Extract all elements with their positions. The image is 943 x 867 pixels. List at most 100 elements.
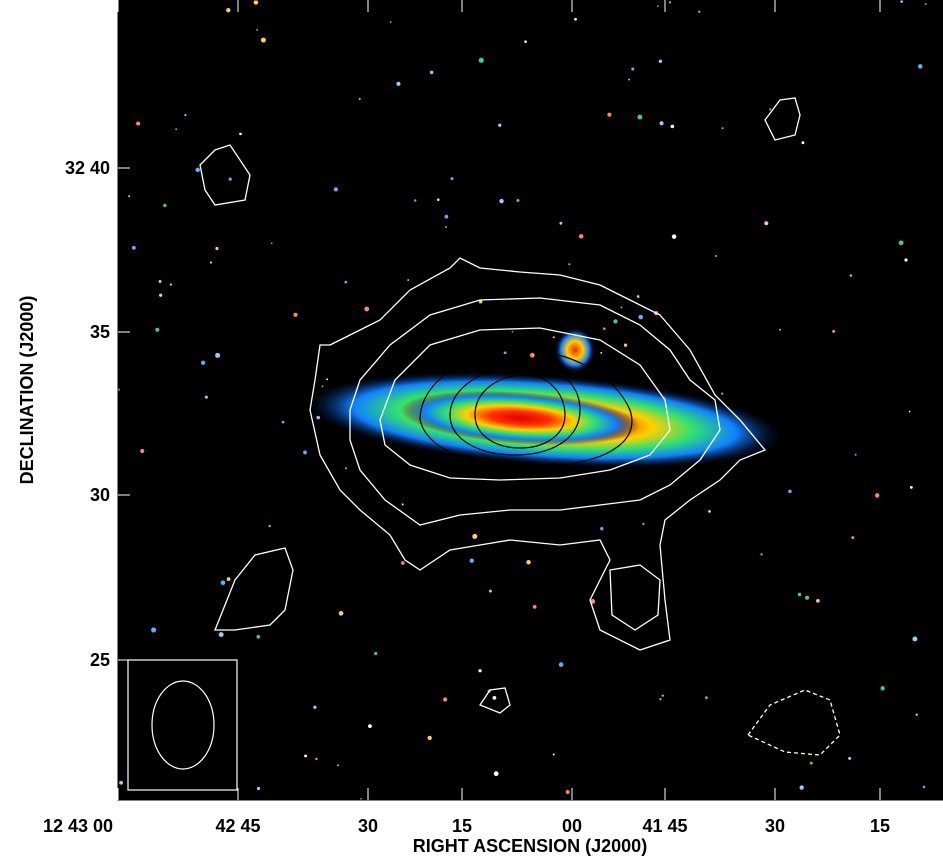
star [607, 112, 612, 117]
star [450, 177, 454, 181]
star [600, 351, 603, 354]
star [661, 694, 664, 697]
star [478, 299, 483, 304]
star [574, 17, 577, 21]
star [326, 378, 329, 381]
star [414, 199, 417, 202]
star [220, 580, 226, 586]
star [444, 214, 449, 219]
star [849, 274, 853, 277]
star [904, 258, 908, 262]
star [874, 493, 880, 498]
star [256, 634, 261, 639]
star [493, 771, 499, 777]
star [628, 78, 631, 81]
star [239, 132, 242, 136]
star [155, 327, 160, 332]
star [613, 319, 618, 324]
star [578, 234, 584, 239]
star [492, 695, 497, 700]
star [623, 343, 628, 347]
star [158, 280, 162, 283]
star [529, 352, 535, 358]
star [396, 81, 401, 86]
star [900, 0, 904, 3]
star [119, 780, 124, 785]
star [436, 198, 440, 202]
star [516, 198, 520, 203]
star [880, 686, 885, 691]
star [721, 127, 724, 130]
star [201, 360, 206, 365]
star [809, 761, 813, 765]
star [558, 662, 564, 667]
star [642, 522, 645, 526]
star [136, 121, 141, 126]
star [315, 757, 318, 761]
star [337, 764, 339, 766]
star [344, 280, 348, 284]
star [698, 10, 701, 13]
y-tick-label: 30 [90, 485, 110, 505]
y-axis-title: DECLINATION (J2000) [17, 296, 37, 485]
star [832, 329, 836, 333]
x-tick-label: 15 [452, 816, 472, 836]
star [303, 450, 307, 455]
star [226, 8, 231, 13]
star [256, 786, 261, 791]
star [358, 97, 361, 100]
star [779, 328, 782, 331]
star [270, 242, 273, 245]
beam-ellipse [151, 680, 215, 770]
star [472, 533, 478, 539]
star [360, 798, 362, 800]
star [816, 599, 820, 603]
star [797, 592, 802, 597]
star [169, 283, 173, 286]
x-tick-label: 12 43 00 [43, 816, 113, 836]
star [131, 245, 136, 250]
star [657, 5, 659, 8]
star [215, 246, 219, 251]
star [708, 510, 711, 513]
star [532, 604, 537, 609]
star [769, 108, 772, 111]
star [407, 279, 410, 281]
star [489, 589, 492, 593]
star [368, 724, 372, 729]
star [568, 263, 571, 266]
star [321, 385, 324, 388]
star [721, 392, 724, 395]
star [526, 560, 531, 565]
star [524, 40, 527, 43]
star [909, 485, 913, 489]
star [854, 453, 857, 456]
star [293, 312, 298, 317]
star [228, 177, 232, 181]
star [658, 59, 663, 63]
star [478, 57, 484, 63]
star [256, 28, 259, 31]
star [715, 255, 717, 257]
x-tick-label: 30 [358, 816, 378, 836]
x-tick-label: 00 [562, 816, 582, 836]
y-tick-label: 32 40 [65, 158, 110, 178]
star [915, 713, 918, 716]
star [338, 610, 344, 616]
star [401, 503, 404, 506]
star [704, 696, 708, 700]
star [638, 314, 644, 320]
star [215, 352, 221, 358]
x-axis-title: RIGHT ASCENSION (J2000) [413, 836, 647, 856]
star [851, 536, 855, 540]
star [175, 128, 178, 131]
star [195, 167, 200, 173]
star [602, 327, 606, 330]
star [848, 756, 852, 760]
plot-frame [117, 0, 943, 801]
star [218, 632, 224, 637]
star [429, 70, 434, 75]
x-tick-label: 15 [870, 816, 890, 836]
star [917, 64, 923, 69]
star [469, 558, 474, 563]
